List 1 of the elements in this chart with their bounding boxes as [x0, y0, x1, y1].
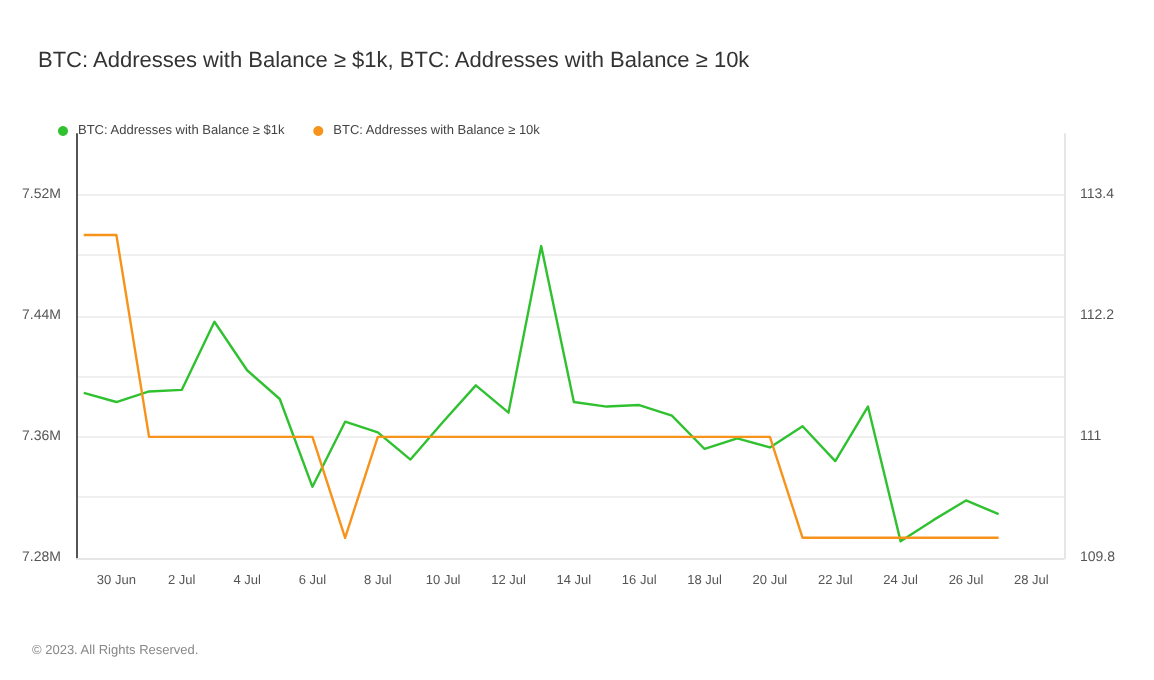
chart-title: BTC: Addresses with Balance ≥ $1k, BTC: Addresses with Balance ≥ 10k — [38, 49, 751, 73]
